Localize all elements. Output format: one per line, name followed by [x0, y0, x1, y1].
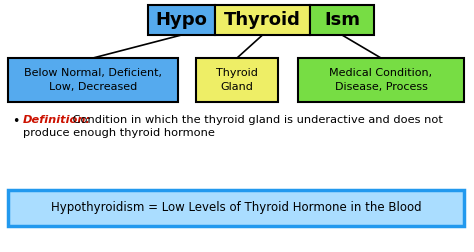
Text: Below Normal, Deficient,
Low, Decreased: Below Normal, Deficient, Low, Decreased	[24, 68, 162, 91]
FancyBboxPatch shape	[148, 5, 215, 35]
FancyBboxPatch shape	[310, 5, 374, 35]
FancyBboxPatch shape	[298, 58, 464, 102]
FancyBboxPatch shape	[196, 58, 278, 102]
Text: Thyroid
Gland: Thyroid Gland	[216, 68, 258, 91]
FancyBboxPatch shape	[215, 5, 310, 35]
FancyBboxPatch shape	[8, 58, 178, 102]
Text: Hypothyroidism = Low Levels of Thyroid Hormone in the Blood: Hypothyroidism = Low Levels of Thyroid H…	[51, 202, 421, 214]
Text: Definition:: Definition:	[23, 115, 91, 125]
Text: Condition in which the thyroid gland is underactive and does not: Condition in which the thyroid gland is …	[69, 115, 443, 125]
Text: Medical Condition,
Disease, Process: Medical Condition, Disease, Process	[329, 68, 433, 91]
Text: Thyroid: Thyroid	[224, 11, 301, 29]
Text: Ism: Ism	[324, 11, 360, 29]
FancyBboxPatch shape	[8, 190, 464, 226]
Text: Hypo: Hypo	[155, 11, 208, 29]
Text: •: •	[12, 115, 19, 128]
Text: produce enough thyroid hormone: produce enough thyroid hormone	[23, 128, 215, 138]
